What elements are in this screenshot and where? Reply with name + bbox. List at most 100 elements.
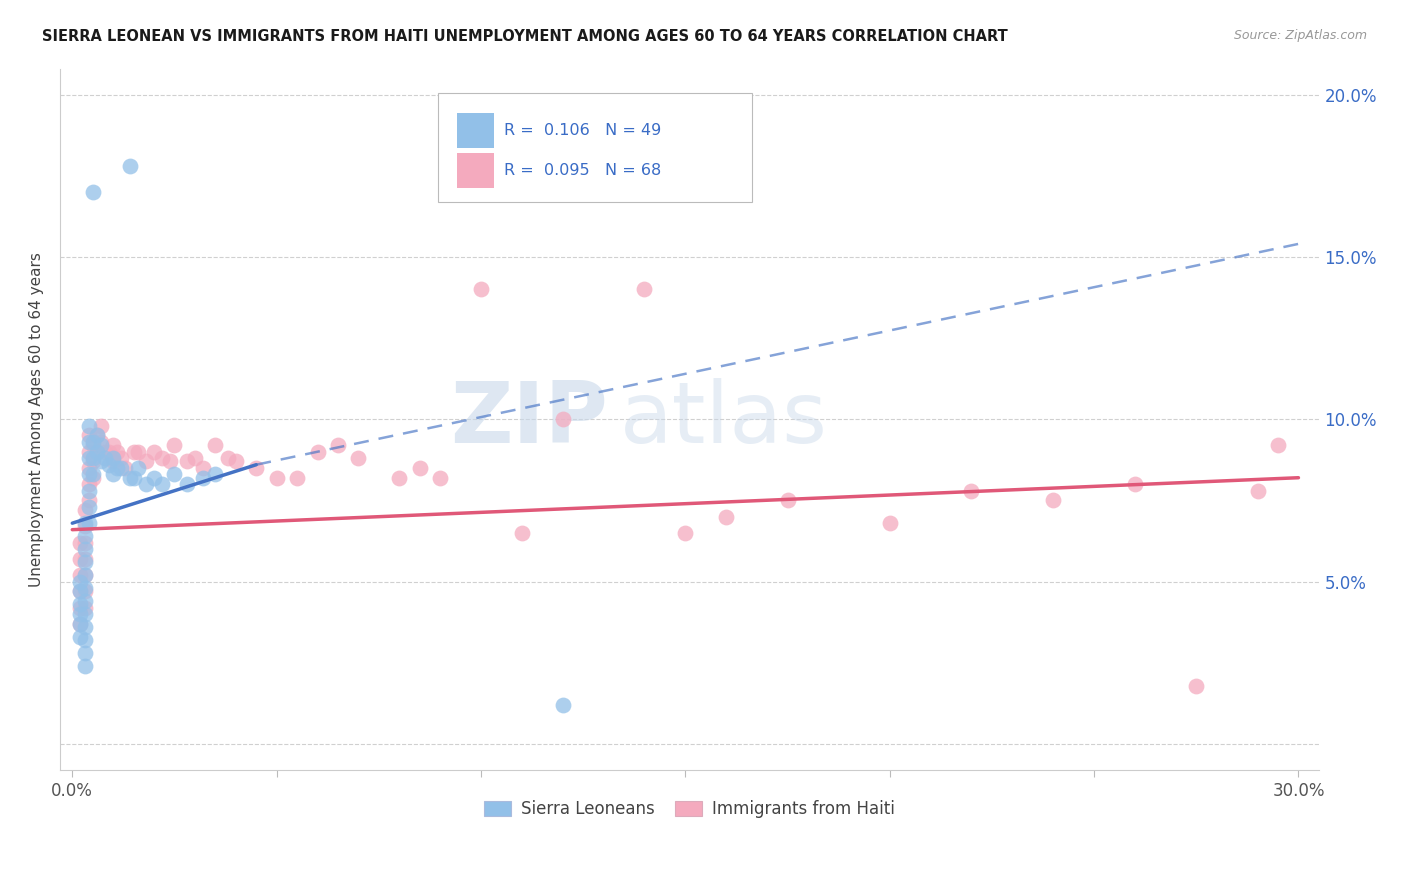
Point [94, 444, 117, 458]
Point [135, 454, 157, 468]
Point [409, 461, 432, 475]
Point [1123, 477, 1146, 491]
Point [1185, 679, 1208, 693]
Point [716, 509, 738, 524]
Point [82, 438, 104, 452]
Point [73, 584, 96, 599]
Point [101, 454, 124, 468]
Point [86, 428, 108, 442]
Point [77, 483, 100, 498]
Point [82, 185, 104, 199]
Text: R =  0.095   N = 68: R = 0.095 N = 68 [505, 162, 662, 178]
Point [69, 535, 91, 549]
FancyBboxPatch shape [437, 93, 752, 202]
Point [143, 471, 166, 485]
Point [673, 525, 696, 540]
Point [77, 435, 100, 450]
Point [163, 467, 186, 482]
Point [127, 461, 149, 475]
Legend: Sierra Leoneans, Immigrants from Haiti: Sierra Leoneans, Immigrants from Haiti [478, 794, 901, 825]
Point [69, 574, 91, 589]
Point [73, 594, 96, 608]
Point [110, 451, 132, 466]
Point [73, 646, 96, 660]
Point [127, 444, 149, 458]
Point [73, 620, 96, 634]
Point [82, 467, 104, 482]
Point [77, 444, 100, 458]
Point [90, 418, 112, 433]
Point [69, 600, 91, 615]
Point [163, 438, 186, 452]
Point [69, 598, 91, 612]
Point [347, 451, 370, 466]
Text: atlas: atlas [620, 377, 828, 461]
Point [176, 454, 198, 468]
Point [73, 659, 96, 673]
Point [69, 630, 91, 644]
Point [77, 451, 100, 466]
Point [73, 542, 96, 557]
Point [245, 461, 267, 475]
Point [73, 568, 96, 582]
Point [69, 584, 91, 599]
Point [307, 444, 329, 458]
Point [73, 555, 96, 569]
Point [135, 477, 157, 491]
Point [388, 471, 411, 485]
Point [960, 483, 983, 498]
Text: ZIP: ZIP [450, 377, 607, 461]
Point [105, 461, 128, 475]
Point [204, 438, 226, 452]
Point [184, 451, 207, 466]
Point [77, 467, 100, 482]
Point [77, 516, 100, 531]
Point [879, 516, 901, 531]
Bar [457, 112, 495, 148]
Point [73, 503, 96, 517]
Point [551, 412, 574, 426]
Point [77, 493, 100, 508]
Point [86, 444, 108, 458]
Point [150, 451, 173, 466]
Point [204, 467, 226, 482]
Point [77, 500, 100, 514]
Point [69, 616, 91, 631]
Point [105, 444, 128, 458]
Point [110, 461, 132, 475]
Point [98, 444, 121, 458]
Point [122, 444, 145, 458]
Point [90, 454, 112, 468]
Point [101, 438, 124, 452]
Point [73, 552, 96, 566]
Point [470, 282, 492, 296]
Point [143, 444, 166, 458]
Point [90, 435, 112, 450]
Point [101, 467, 124, 482]
Text: R =  0.106   N = 49: R = 0.106 N = 49 [505, 123, 662, 137]
Point [429, 471, 451, 485]
Point [551, 698, 574, 712]
Point [176, 477, 198, 491]
Point [82, 454, 104, 468]
Y-axis label: Unemployment Among Ages 60 to 64 years: Unemployment Among Ages 60 to 64 years [30, 252, 44, 587]
Point [191, 471, 214, 485]
Point [73, 519, 96, 533]
Point [77, 477, 100, 491]
Point [90, 438, 112, 452]
Point [191, 461, 214, 475]
Point [86, 444, 108, 458]
Point [98, 458, 121, 472]
Point [73, 516, 96, 531]
Point [1042, 493, 1064, 508]
Point [510, 525, 533, 540]
Text: Source: ZipAtlas.com: Source: ZipAtlas.com [1233, 29, 1367, 42]
Point [94, 451, 117, 466]
Point [73, 535, 96, 549]
Point [73, 581, 96, 595]
Text: SIERRA LEONEAN VS IMMIGRANTS FROM HAITI UNEMPLOYMENT AMONG AGES 60 TO 64 YEARS C: SIERRA LEONEAN VS IMMIGRANTS FROM HAITI … [42, 29, 1008, 44]
Point [118, 471, 141, 485]
Point [101, 451, 124, 466]
Point [1267, 438, 1289, 452]
Point [73, 600, 96, 615]
